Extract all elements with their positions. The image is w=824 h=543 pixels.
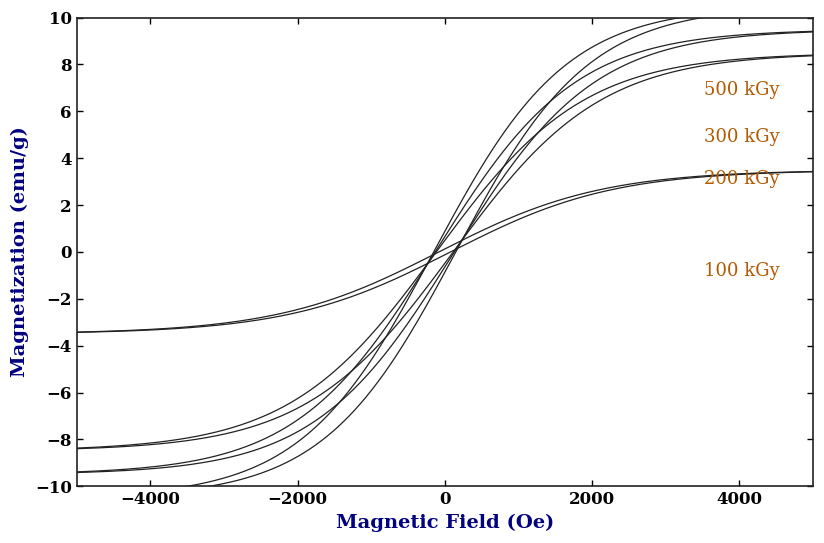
Text: 200 kGy: 200 kGy (705, 171, 780, 188)
Text: 500 kGy: 500 kGy (705, 81, 780, 99)
Y-axis label: Magnetization (emu/g): Magnetization (emu/g) (11, 127, 30, 377)
Text: 300 kGy: 300 kGy (705, 128, 780, 146)
X-axis label: Magnetic Field (Oe): Magnetic Field (Oe) (335, 514, 554, 532)
Text: 100 kGy: 100 kGy (705, 262, 780, 280)
